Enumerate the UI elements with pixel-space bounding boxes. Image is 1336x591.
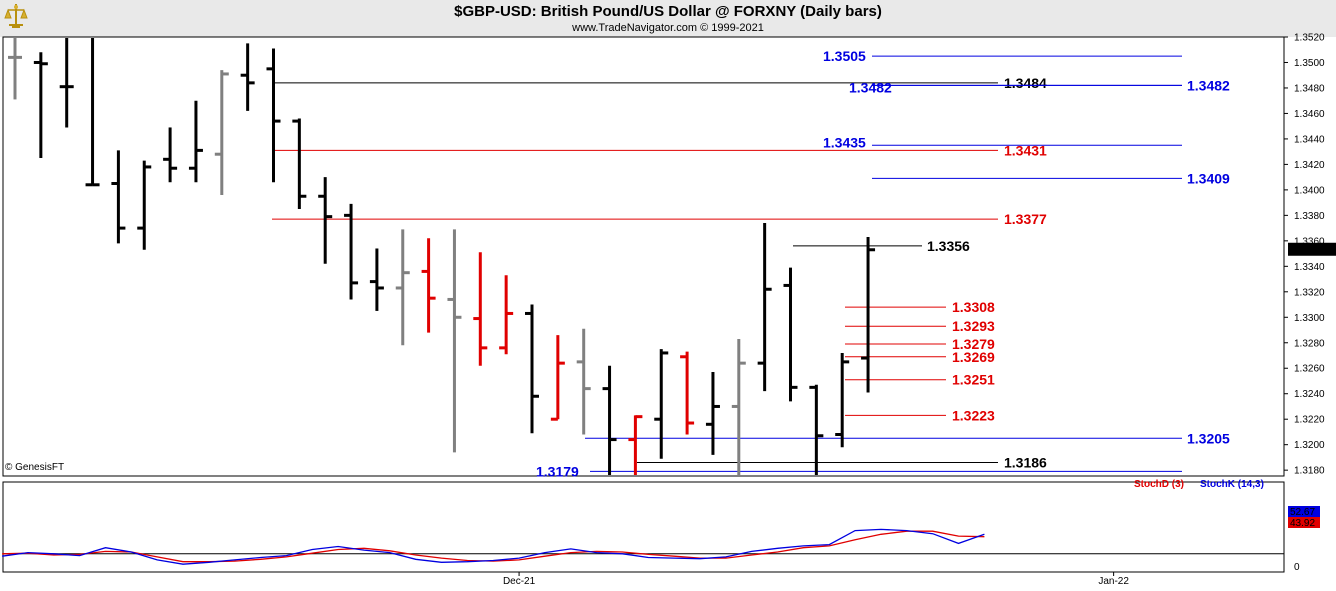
y-tick-label: 1.3360 — [1294, 236, 1325, 247]
copyright-label: © GenesisFT — [5, 462, 65, 473]
ohlc-bar — [318, 177, 333, 264]
y-tick-label: 1.3380 — [1294, 211, 1325, 222]
ohlc-bar — [809, 384, 824, 475]
ohlc-bar — [344, 203, 359, 300]
level-label: 1.3377 — [1004, 211, 1047, 227]
ohlc-bar — [757, 223, 772, 392]
legend-stochd: StochD (3) — [1134, 479, 1184, 490]
price-panel-frame — [2, 36, 1285, 477]
chart-title: $GBP-USD: British Pound/US Dollar @ FORX… — [454, 3, 882, 20]
level-label: 1.3505 — [823, 48, 866, 64]
ohlc-bar — [421, 238, 436, 333]
ohlc-bar — [705, 372, 720, 455]
stochd-value-label: 43.92 — [1290, 518, 1315, 529]
ohlc-bar — [550, 335, 565, 421]
ohlc-bar — [447, 229, 462, 453]
level-label: 1.3435 — [823, 134, 866, 150]
ohlc-bar — [731, 338, 746, 475]
y-tick-label: 1.3260 — [1294, 364, 1325, 375]
level-label: 1.3269 — [952, 349, 995, 365]
x-tick-label: Jan-22 — [1098, 576, 1129, 587]
ohlc-bar — [835, 352, 850, 448]
ohlc-bar — [602, 365, 617, 475]
ohlc-bar — [214, 70, 229, 195]
ohlc-bar — [292, 118, 307, 209]
ohlc-bar — [395, 229, 410, 346]
y-tick-label: 1.3460 — [1294, 109, 1325, 120]
ohlc-bar — [369, 248, 384, 311]
last-price-label: 1.3353 — [1291, 245, 1322, 256]
y-tick-label: 1.3180 — [1294, 466, 1325, 477]
chart-header: $GBP-USD: British Pound/US Dollar @ FORX… — [0, 0, 1336, 37]
ohlc-bar — [783, 267, 798, 402]
ohlc-bar — [59, 38, 74, 128]
ohlc-bars — [8, 38, 876, 475]
y-tick-label: 1.3400 — [1294, 185, 1325, 196]
stochk-value-box — [1288, 506, 1320, 517]
ohlc-bar — [861, 237, 876, 393]
y-tick-label: 1.3340 — [1294, 262, 1325, 273]
level-label: 1.3356 — [927, 238, 970, 254]
ohlc-bar — [576, 328, 591, 435]
ohlc-bar — [525, 304, 539, 434]
x-tick-label: Dec-21 — [503, 576, 536, 587]
ohlc-bar — [137, 160, 152, 250]
level-label: 1.3409 — [1187, 170, 1230, 186]
level-label: 1.3308 — [952, 299, 995, 315]
y-tick-label: 1.3420 — [1294, 160, 1325, 171]
y-tick-label: 1.3500 — [1294, 58, 1325, 69]
stochk-line — [2, 528, 985, 565]
level-label: 1.3482 — [1187, 77, 1230, 93]
ohlc-bar — [654, 349, 669, 459]
ohlc-bar — [8, 38, 22, 100]
y-tick-label: 1.3200 — [1294, 440, 1325, 451]
y-tick-label: 1.3240 — [1294, 389, 1325, 400]
level-label: 1.3431 — [1004, 142, 1047, 158]
stochk-value-label: 52.67 — [1290, 507, 1315, 518]
logo-icon — [4, 3, 28, 34]
level-label: 1.3223 — [952, 407, 995, 423]
y-tick-label: 1.3220 — [1294, 415, 1325, 426]
y-tick-label: 1.3480 — [1294, 83, 1325, 94]
ohlc-bar — [499, 275, 514, 355]
y-tick-label: 1.3440 — [1294, 134, 1325, 145]
indicator-tick-label: 0 — [1294, 562, 1300, 573]
y-tick-label: 1.3320 — [1294, 287, 1325, 298]
chart-subtitle: www.TradeNavigator.com © 1999-2021 — [572, 22, 764, 34]
level-label: 1.3293 — [952, 318, 995, 334]
ohlc-bar — [85, 38, 100, 187]
last-price-box — [1288, 242, 1336, 256]
indicator-panel-frame — [2, 481, 1285, 573]
y-tick-label: 1.3300 — [1294, 313, 1325, 324]
y-tick-label: 1.3520 — [1294, 33, 1325, 44]
stochd-value-box — [1288, 517, 1320, 528]
level-label: 1.3205 — [1187, 430, 1230, 446]
ohlc-bar — [111, 150, 126, 244]
ohlc-bar — [33, 52, 48, 159]
y-tick-label: 1.3280 — [1294, 338, 1325, 349]
level-label: 1.3251 — [952, 372, 995, 388]
level-label: 1.3179 — [536, 463, 579, 479]
level-label: 1.3482 — [849, 79, 892, 95]
ohlc-bar — [680, 351, 695, 435]
ohlc-bar — [240, 43, 255, 111]
ohlc-bar — [163, 127, 178, 183]
ohlc-bar — [473, 252, 488, 366]
level-label: 1.3279 — [952, 336, 995, 352]
legend-stochk: StochK (14,3) — [1200, 479, 1264, 490]
level-label: 1.3484 — [1004, 75, 1047, 91]
level-label: 1.3186 — [1004, 455, 1047, 471]
ohlc-bar — [266, 48, 281, 183]
ohlc-bar — [628, 415, 643, 475]
ohlc-bar — [188, 100, 203, 183]
